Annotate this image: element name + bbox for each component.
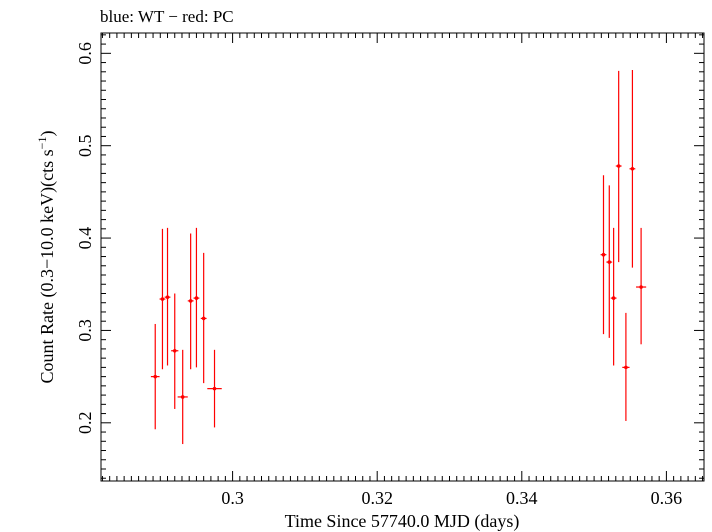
point-marker — [624, 365, 628, 370]
point-marker — [160, 297, 165, 301]
y-axis-label: Count Rate (0.3−10.0 keV)(cts s−1) — [35, 131, 58, 384]
point-marker — [611, 296, 616, 300]
data-point — [177, 349, 188, 445]
point-marker — [607, 260, 612, 264]
data-point — [187, 233, 194, 370]
data-point — [200, 252, 207, 384]
data-point — [622, 312, 630, 421]
y-axis-ticks: 0.2 0.3 0.4 0.5 0.6 — [75, 34, 704, 479]
point-marker — [639, 285, 643, 289]
point-marker — [194, 296, 199, 300]
x-tick-label: 0.32 — [361, 488, 393, 508]
point-marker — [172, 348, 177, 353]
x-axis-ticks: 0.3 0.32 0.34 0.36 — [101, 33, 704, 508]
point-marker — [601, 252, 606, 257]
x-tick-label: 0.34 — [506, 488, 538, 508]
data-point — [606, 185, 613, 338]
data-point — [610, 227, 617, 366]
y-tick-label: 0.6 — [75, 42, 95, 65]
data-point — [164, 227, 171, 366]
data-point — [159, 228, 166, 370]
point-marker — [165, 295, 170, 299]
y-tick-label: 0.4 — [75, 227, 95, 250]
point-marker — [630, 166, 635, 171]
point-marker — [616, 164, 621, 168]
data-point — [600, 175, 607, 335]
y-tick-label: 0.5 — [75, 134, 95, 157]
y-tick-label: 0.2 — [75, 412, 95, 435]
data-point — [207, 349, 222, 428]
point-marker — [212, 386, 217, 391]
data-points-pc — [150, 69, 647, 445]
data-point — [629, 69, 636, 268]
data-point — [171, 293, 179, 409]
x-axis-label: Time Since 57740.0 MJD (days) — [285, 511, 520, 532]
point-marker — [153, 374, 158, 379]
data-point — [615, 70, 622, 263]
point-marker — [180, 395, 185, 399]
data-point — [193, 227, 200, 368]
x-tick-label: 0.36 — [651, 488, 683, 508]
chart-title: blue: WT − red: PC — [100, 7, 234, 26]
point-marker — [188, 299, 193, 303]
y-axis-label-main: Count Rate (0.3−10.0 keV)(cts s — [37, 149, 58, 383]
data-point — [636, 227, 647, 345]
y-tick-label: 0.3 — [75, 319, 95, 342]
point-marker — [201, 316, 206, 321]
x-tick-label: 0.3 — [221, 488, 244, 508]
data-point — [150, 323, 160, 430]
y-axis-label-sup: −1 — [35, 137, 49, 150]
y-axis-label-end: ) — [37, 131, 58, 137]
